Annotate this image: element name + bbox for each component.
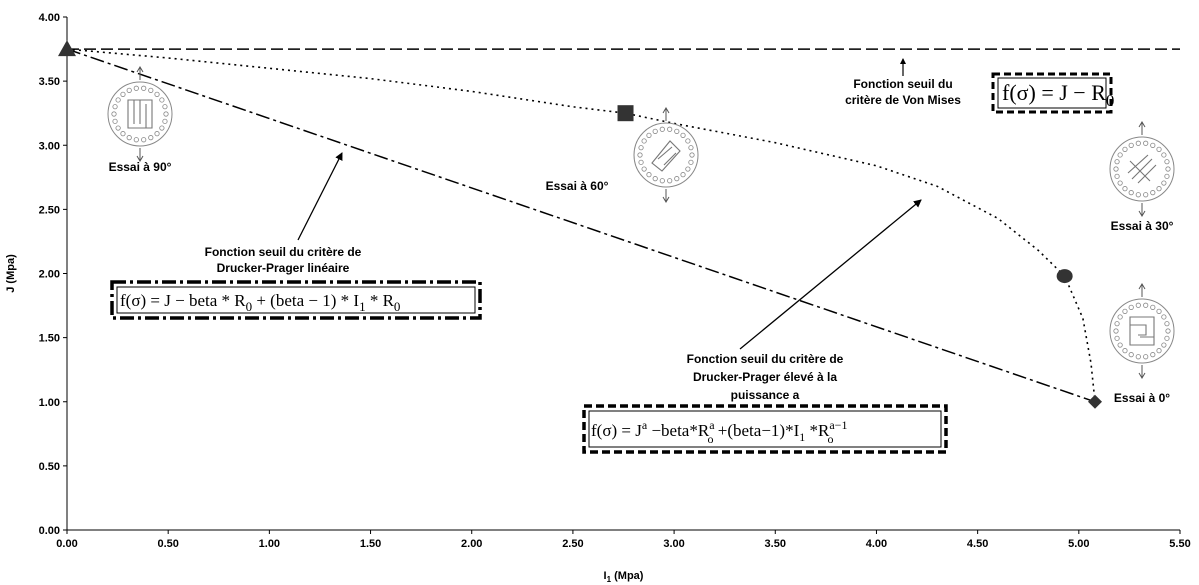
y-tick-label: 4.00 [39, 12, 60, 24]
specimen-30-icon [1109, 121, 1175, 217]
x-tick-label: 3.00 [663, 538, 684, 550]
dp-linear-arrow [297, 152, 343, 241]
x-tick-label: 1.00 [259, 538, 280, 550]
series-layer [66, 48, 1180, 403]
series-dp-linear [66, 48, 1096, 403]
dp-power-arrow [739, 199, 922, 350]
y-axis-title: J (Mpa) [5, 254, 17, 293]
point-label: Essai à 60° [546, 179, 609, 193]
x-tick-label: 0.50 [157, 538, 178, 550]
dp-linear-note-line-1: Fonction seuil du critère de [205, 245, 362, 259]
dp-linear-note-line-2: Drucker-Prager linéaire [217, 261, 350, 275]
specimen-60-icon [633, 107, 699, 203]
x-tick-label: 0.00 [56, 538, 77, 550]
dp-power-note-line-2: Drucker-Prager élevé à la [693, 370, 837, 384]
specimen-90-icon [107, 66, 173, 162]
point-label: Essai à 90° [109, 160, 172, 174]
x-tick-label: 3.50 [765, 538, 786, 550]
x-tick-label: 2.50 [562, 538, 583, 550]
marker-triangle [58, 40, 76, 57]
axes: 0.00 0.50 1.00 1.50 2.00 2.50 3.00 3.50 4.00 0.00… [5, 12, 1191, 584]
y-tick-label: 1.50 [39, 333, 60, 345]
x-tick-label: 5.50 [1169, 538, 1190, 550]
point-label: Essai à 0° [1114, 391, 1170, 405]
annotation-von-mises: Fonction seuil du critère de Von Mises [845, 58, 961, 107]
specimen-0-icon [1109, 283, 1175, 379]
y-tick-label: 1.00 [39, 397, 60, 409]
y-tick-label: 0.50 [39, 461, 60, 473]
specimen-icons [107, 66, 1175, 379]
y-tick-label: 2.50 [39, 204, 60, 216]
y-tick-label: 2.00 [39, 269, 60, 281]
formula-box-dp-power: f(σ) = Ja −beta*Ra o +(beta−1)*I1 *Ra−1 o [582, 404, 948, 454]
dp-power-note-line-1: Fonction seuil du critère de [687, 352, 844, 366]
marker-circle [1056, 269, 1073, 284]
point-label: Essai à 30° [1111, 219, 1174, 233]
dp-power-note-line-3: puissance a [731, 388, 800, 402]
formula-dp-linear: f(σ) = J − beta * R0 + (beta − 1) * I1 *… [120, 291, 400, 314]
annotation-dp-linear: Fonction seuil du critère de Drucker-Pra… [205, 152, 362, 275]
formula-dp-power: f(σ) = Ja −beta*Ra o +(beta−1)*I1 *Ra−1 o [591, 418, 847, 446]
annotation-dp-power: Fonction seuil du critère de Drucker-Pra… [687, 199, 922, 402]
formula-box-dp-linear: f(σ) = J − beta * R0 + (beta − 1) * I1 *… [110, 280, 482, 320]
x-tick-label: 4.00 [866, 538, 887, 550]
marker-diamond [1088, 394, 1103, 409]
x-tick-label: 1.50 [360, 538, 381, 550]
y-tick-label: 3.50 [39, 76, 60, 88]
von-mises-note-line-2: critère de Von Mises [845, 93, 961, 107]
point-markers [58, 40, 1103, 409]
formula-box-von-mises: f(σ) = J − R0 [991, 72, 1114, 114]
x-tick-label: 2.00 [461, 538, 482, 550]
von-mises-note-line-1: Fonction seuil du [853, 77, 952, 91]
y-tick-label: 3.00 [39, 140, 60, 152]
point-labels: Essai à 90° Essai à 60° Essai à 30° Essai à… [109, 160, 1174, 405]
x-tick-label: 5.00 [1068, 538, 1089, 550]
marker-square [617, 105, 634, 122]
y-tick-label: 0.00 [39, 525, 60, 537]
formula-von-mises: f(σ) = J − R0 [1002, 80, 1114, 110]
x-tick-label: 4.50 [967, 538, 988, 550]
x-axis-title: I1 (Mpa) [604, 570, 644, 584]
series-dp-power [66, 48, 1096, 402]
